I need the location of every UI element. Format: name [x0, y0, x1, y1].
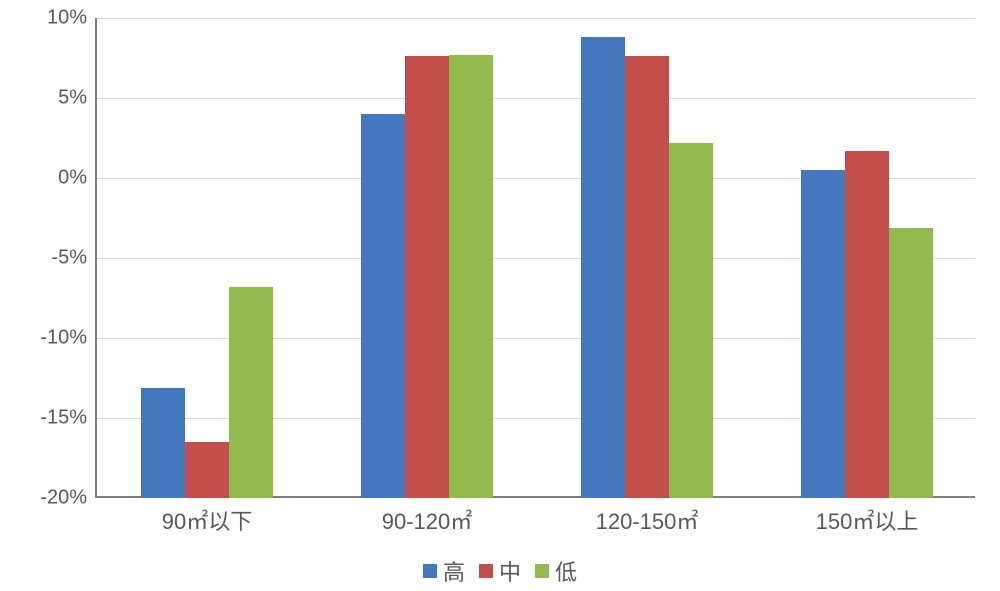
legend-label: 高	[443, 555, 465, 587]
x-tick-label: 120-150㎡	[596, 496, 699, 536]
y-tick-label: -10%	[40, 327, 97, 350]
legend-swatch	[535, 564, 549, 578]
bar-低	[669, 143, 713, 498]
legend-label: 低	[555, 555, 577, 587]
bar-中	[405, 56, 449, 498]
legend-item: 高	[423, 555, 465, 587]
legend-item: 低	[535, 555, 577, 587]
y-tick-label: 5%	[58, 87, 97, 110]
y-tick-label: -20%	[40, 487, 97, 510]
bar-高	[801, 170, 845, 498]
grouped-bar-chart: -20% -15% -10% -5% 0% 5% 10% 90㎡以下 90-120㎡ 120-15…	[0, 0, 1000, 591]
plot-area: -20%-15%-10%-5%0%5%10%90㎡以下90-120㎡120-15…	[95, 18, 975, 498]
grid-line	[97, 98, 975, 99]
bar-高	[581, 37, 625, 498]
grid-line	[97, 18, 975, 19]
y-tick-label: -5%	[51, 247, 97, 270]
legend-item: 中	[479, 555, 521, 587]
x-tick-label: 90-120㎡	[382, 496, 473, 536]
y-tick-label: 10%	[47, 7, 97, 30]
bar-低	[229, 287, 273, 498]
bar-中	[625, 56, 669, 498]
bar-中	[185, 442, 229, 498]
x-tick-label: 150㎡以上	[816, 496, 919, 536]
chart-legend: 高中低	[0, 555, 1000, 587]
x-tick-label: 90㎡以下	[162, 496, 252, 536]
y-tick-label: 0%	[58, 167, 97, 190]
legend-swatch	[479, 564, 493, 578]
bar-高	[361, 114, 405, 498]
legend-label: 中	[499, 555, 521, 587]
bar-低	[889, 228, 933, 498]
legend-swatch	[423, 564, 437, 578]
bar-中	[845, 151, 889, 498]
bar-低	[449, 55, 493, 498]
bar-高	[141, 388, 185, 498]
y-tick-label: -15%	[40, 407, 97, 430]
